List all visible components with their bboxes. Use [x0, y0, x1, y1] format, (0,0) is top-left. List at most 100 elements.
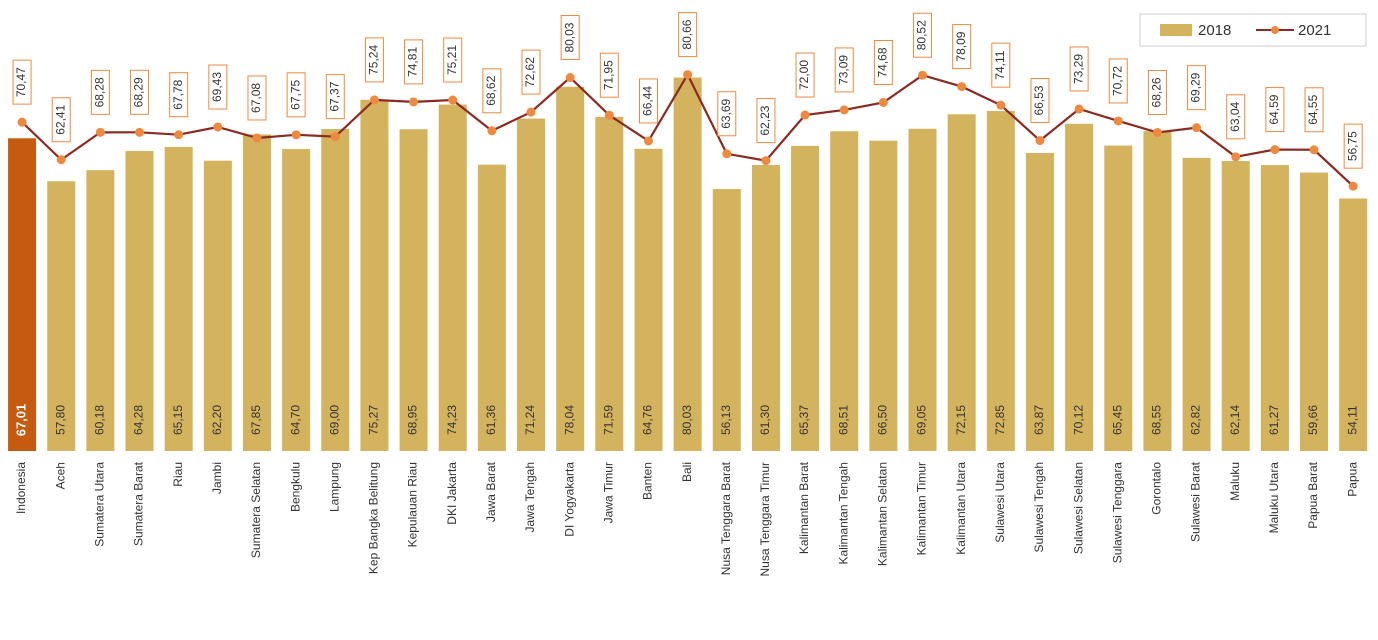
x-tick-label: Sulawesi Tengah: [1032, 462, 1046, 553]
bar: [1182, 157, 1211, 451]
bar-value-label: 68,51: [836, 405, 850, 435]
x-tick-label: Kalimantan Tengah: [836, 462, 850, 565]
line-marker: [1309, 145, 1319, 155]
line-label-box: [1226, 94, 1246, 140]
x-tick-label: Kalimantan Utara: [954, 462, 968, 555]
bar-value-label: 71,59: [601, 405, 615, 435]
line-value-label: 68,62: [484, 75, 498, 105]
bar: [1025, 152, 1054, 451]
line-value-label: 80,52: [915, 20, 929, 50]
line-label-box: [443, 37, 463, 83]
line-marker: [839, 105, 849, 115]
x-tick-label: Bali: [680, 462, 694, 482]
line-label-box: [364, 37, 384, 83]
line-value-label: 69,29: [1189, 72, 1203, 102]
bar-value-label: 64,70: [288, 405, 302, 435]
bar-value-label: 64,28: [132, 405, 146, 435]
line-label-box: [90, 69, 110, 115]
line-value-label: 63,69: [719, 98, 733, 128]
bar: [751, 164, 780, 451]
x-tick-label: DKI Jakarta: [445, 462, 459, 525]
bar: [517, 118, 546, 452]
line-label-box: [404, 39, 424, 85]
line-value-label: 56,75: [1345, 131, 1359, 161]
x-tick-label: Kalimantan Timur: [915, 462, 929, 555]
bar: [1300, 172, 1329, 451]
line-marker: [1192, 123, 1202, 133]
bar: [830, 131, 859, 451]
line-label-box: [169, 72, 189, 118]
x-tick-label: Maluku Utara: [1267, 462, 1281, 534]
bar-value-label: 65,15: [171, 405, 185, 435]
x-tick-label: Jawa Timur: [601, 462, 615, 523]
bar: [869, 140, 898, 451]
line-value-label: 74,11: [993, 50, 1007, 79]
line-marker: [526, 107, 536, 117]
line-label-box: [1108, 58, 1128, 104]
bar: [634, 148, 663, 451]
bar-value-label: 61,36: [484, 405, 498, 435]
line-label-box: [756, 98, 776, 144]
line-label-box: [1187, 65, 1207, 111]
line-value-label: 68,28: [93, 77, 107, 107]
line-value-label: 64,55: [1306, 94, 1320, 124]
x-tick-label: Sulawesi Barat: [1189, 461, 1203, 542]
bar-value-label: 72,15: [954, 405, 968, 435]
x-tick-label: Nusa Tenggara Timur: [758, 462, 772, 577]
bar: [1260, 165, 1289, 451]
x-tick-label: Sulawesi Selatan: [1071, 462, 1085, 554]
line-label-box: [834, 47, 854, 93]
bar: [282, 149, 311, 452]
bar: [399, 129, 428, 451]
bar: [321, 129, 350, 451]
x-tick-label: Papua Barat: [1306, 461, 1320, 528]
bar-value-label: 63,87: [1032, 405, 1046, 435]
x-tick-label: Gorontalo: [1150, 462, 1164, 515]
x-tick-label: Maluku: [1228, 462, 1242, 501]
bar: [125, 151, 154, 451]
x-tick-label: Lampung: [327, 462, 341, 512]
line-label-box: [1069, 46, 1089, 92]
line-label-box: [1265, 87, 1285, 133]
line-marker: [918, 70, 928, 80]
line-marker: [604, 110, 614, 120]
bar-value-label: 68,95: [406, 405, 420, 435]
bar-value-label: 64,76: [641, 405, 655, 435]
bar: [242, 134, 271, 451]
line-marker: [448, 95, 458, 105]
line-label-box: [678, 12, 698, 58]
bar-value-label: 74,23: [445, 405, 459, 435]
line-marker: [761, 156, 771, 166]
x-tick-label: DI Yogyakarta: [562, 462, 576, 537]
line-marker: [1074, 104, 1084, 114]
line-label-box: [873, 39, 893, 85]
line-marker: [643, 136, 653, 146]
line-marker: [1152, 127, 1162, 137]
line-marker: [291, 130, 301, 140]
bar: [477, 164, 506, 452]
line-marker: [1113, 116, 1123, 126]
line-value-label: 67,75: [288, 79, 302, 109]
x-tick-label: Jambi: [210, 462, 224, 494]
line-value-label: 80,66: [680, 19, 694, 49]
line-label-box: [991, 42, 1011, 88]
x-tick-label: Jawa Barat: [484, 461, 498, 522]
line-marker: [174, 130, 184, 140]
line-marker: [1270, 145, 1280, 155]
line-marker: [1035, 136, 1045, 146]
line-value-label: 71,95: [601, 60, 615, 90]
bar-value-label: 67,85: [249, 405, 263, 435]
line-value-label: 70,47: [14, 67, 28, 97]
line-marker: [409, 97, 419, 107]
bar-value-label: 68,55: [1150, 405, 1164, 435]
bar: [986, 111, 1015, 452]
line-label-box: [247, 75, 267, 121]
bar: [8, 138, 37, 451]
bar-value-label: 59,66: [1306, 405, 1320, 435]
x-tick-label: Sumatera Selatan: [249, 462, 263, 558]
bar: [1065, 123, 1094, 452]
bar: [712, 189, 741, 451]
line-marker: [252, 133, 262, 143]
